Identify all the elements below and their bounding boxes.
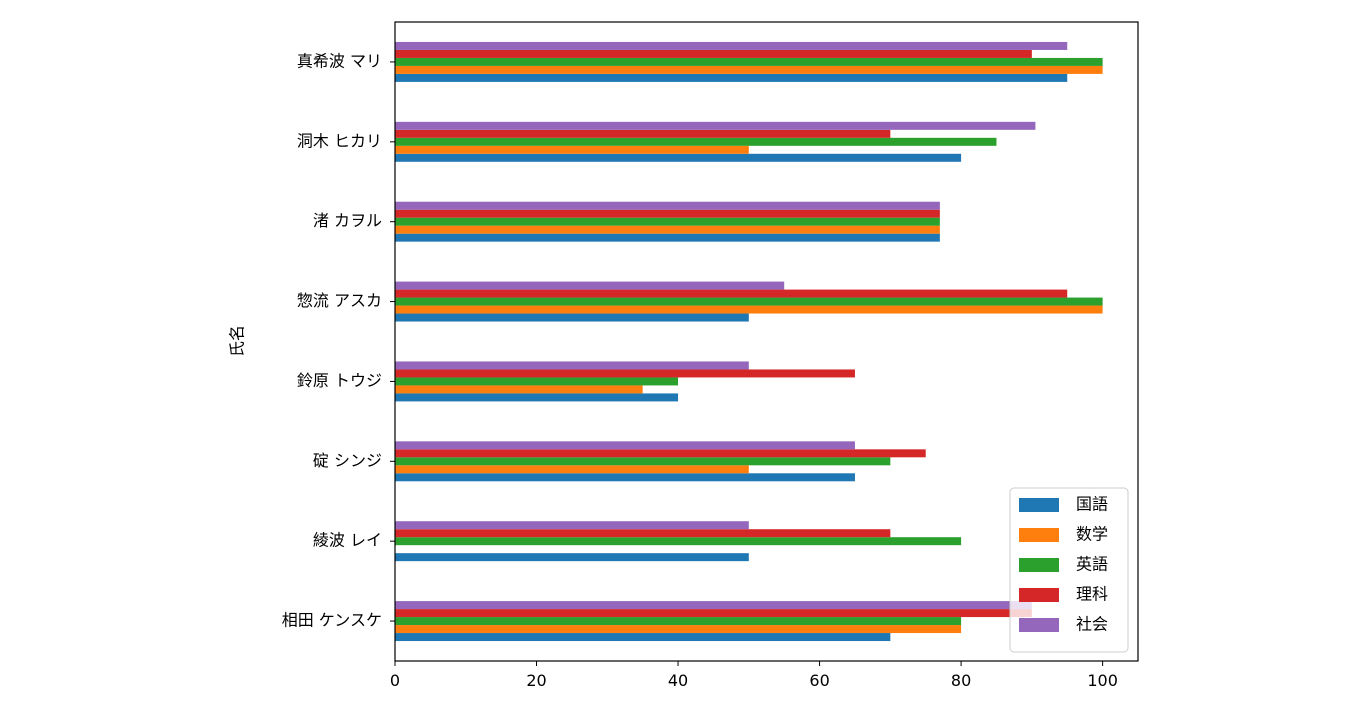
bar-理科-綾波 レイ <box>395 529 891 538</box>
bar-社会-真希波 マリ <box>395 41 1068 50</box>
legend-swatch-国語 <box>1019 498 1059 512</box>
legend-label-数学: 数学 <box>1076 525 1108 544</box>
x-tick-label: 20 <box>526 671 546 690</box>
legend-swatch-数学 <box>1019 528 1059 542</box>
bar-社会-惣流 アスカ <box>395 281 785 290</box>
bar-英語-真希波 マリ <box>395 57 1103 66</box>
x-tick-label: 80 <box>951 671 971 690</box>
y-axis-title: 氏名 <box>228 325 247 357</box>
bars-layer <box>395 41 1103 642</box>
bar-理科-渚 カヲル <box>395 209 940 218</box>
y-tick-label: 鈴原 トウジ <box>297 371 382 390</box>
bar-社会-相田 ケンスケ <box>395 601 1032 610</box>
legend-label-国語: 国語 <box>1076 495 1108 514</box>
bar-英語-碇 シンジ <box>395 457 891 466</box>
legend-label-理科: 理科 <box>1076 585 1108 604</box>
bar-英語-相田 ケンスケ <box>395 617 962 626</box>
bar-数学-真希波 マリ <box>395 65 1103 74</box>
x-tick-label: 0 <box>390 671 400 690</box>
bar-社会-碇 シンジ <box>395 441 855 450</box>
bar-国語-綾波 レイ <box>395 553 749 562</box>
bar-国語-碇 シンジ <box>395 473 855 482</box>
bar-国語-洞木 ヒカリ <box>395 153 962 162</box>
bar-社会-洞木 ヒカリ <box>395 121 1036 130</box>
bar-社会-鈴原 トウジ <box>395 361 749 370</box>
y-tick-label: 惣流 アスカ <box>297 291 382 310</box>
bar-国語-鈴原 トウジ <box>395 393 679 402</box>
bar-英語-惣流 アスカ <box>395 297 1103 306</box>
bar-理科-洞木 ヒカリ <box>395 129 891 138</box>
bar-英語-渚 カヲル <box>395 217 940 226</box>
bar-国語-相田 ケンスケ <box>395 633 891 642</box>
bar-社会-渚 カヲル <box>395 201 940 210</box>
y-tick-label: 相田 ケンスケ <box>282 611 382 630</box>
bar-国語-真希波 マリ <box>395 73 1068 82</box>
legend-swatch-英語 <box>1019 558 1059 572</box>
bar-数学-相田 ケンスケ <box>395 625 962 634</box>
bar-理科-碇 シンジ <box>395 449 926 458</box>
bar-英語-鈴原 トウジ <box>395 377 679 386</box>
legend-swatch-理科 <box>1019 588 1059 602</box>
bar-社会-綾波 レイ <box>395 521 749 530</box>
bar-理科-惣流 アスカ <box>395 289 1068 298</box>
bar-理科-鈴原 トウジ <box>395 369 855 378</box>
y-tick-label: 洞木 ヒカリ <box>297 131 382 150</box>
x-axis: 0 20 40 60 80 100 <box>390 661 1118 690</box>
y-tick-label: 真希波 マリ <box>297 51 382 70</box>
bar-数学-鈴原 トウジ <box>395 385 643 394</box>
y-tick-label: 碇 シンジ <box>313 451 382 470</box>
y-tick-label: 綾波 レイ <box>313 531 382 550</box>
bar-国語-渚 カヲル <box>395 233 940 242</box>
bar-英語-洞木 ヒカリ <box>395 137 997 146</box>
legend-swatch-社会 <box>1019 618 1059 632</box>
bar-数学-惣流 アスカ <box>395 305 1103 314</box>
bar-理科-相田 ケンスケ <box>395 609 1032 618</box>
y-tick-label: 渚 カヲル <box>313 211 382 230</box>
bar-数学-渚 カヲル <box>395 225 940 234</box>
x-tick-label: 40 <box>668 671 688 690</box>
bar-英語-綾波 レイ <box>395 537 962 546</box>
bar-理科-真希波 マリ <box>395 49 1032 58</box>
legend-label-社会: 社会 <box>1076 615 1108 634</box>
bar-数学-碇 シンジ <box>395 465 749 474</box>
legend-label-英語: 英語 <box>1076 555 1108 574</box>
bar-国語-惣流 アスカ <box>395 313 749 322</box>
plot-frame <box>394 21 1139 662</box>
x-tick-label: 60 <box>809 671 829 690</box>
x-tick-label: 100 <box>1087 671 1118 690</box>
bar-数学-洞木 ヒカリ <box>395 145 749 154</box>
